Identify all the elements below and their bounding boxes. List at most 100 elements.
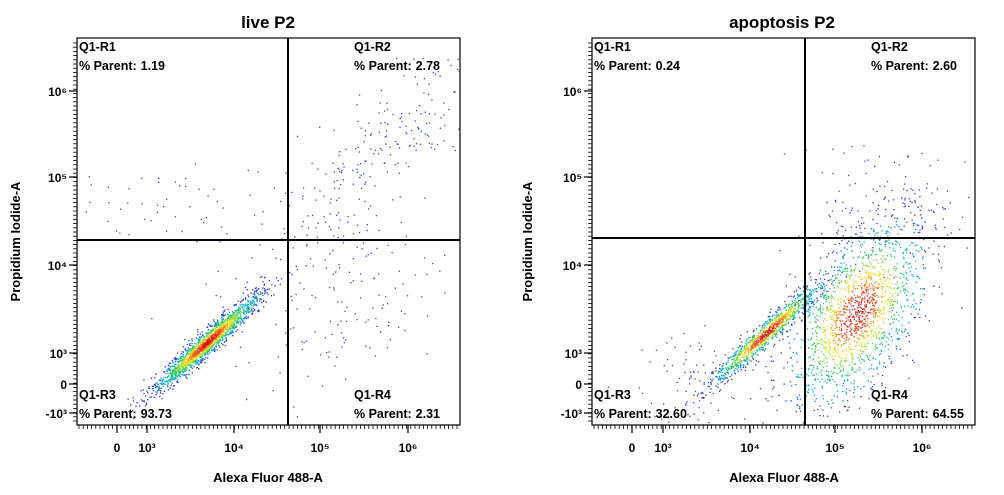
event-dot	[227, 326, 229, 328]
event-dot	[772, 327, 774, 329]
event-dot	[197, 351, 199, 353]
event-dot	[770, 320, 772, 322]
event-dot	[788, 309, 790, 312]
event-dot	[756, 341, 758, 343]
event-dot	[218, 328, 220, 330]
event-dot	[232, 313, 235, 315]
event-dot	[359, 297, 362, 299]
event-dot	[730, 365, 732, 367]
event-dot	[801, 307, 804, 310]
event-dot	[850, 313, 853, 315]
event-dot	[896, 224, 898, 226]
event-dot	[867, 317, 869, 320]
event-dot	[213, 336, 215, 338]
event-dot	[817, 319, 819, 321]
event-dot	[828, 345, 830, 347]
event-dot	[143, 392, 145, 395]
event-dot	[831, 295, 833, 298]
event-dot	[290, 295, 292, 298]
event-dot	[221, 327, 223, 329]
event-dot	[429, 122, 431, 124]
event-dot	[212, 337, 215, 340]
event-dot	[339, 151, 341, 153]
quadrant-stat-label: % Parent:	[79, 59, 137, 73]
event-dot	[768, 328, 771, 331]
event-dot	[760, 346, 762, 349]
event-dot	[843, 353, 845, 355]
event-dot	[285, 310, 287, 312]
quadrant-annotation-q1-r4: Q1-R4% Parent: 2.31	[354, 388, 440, 421]
event-dot	[141, 203, 143, 205]
event-dot	[237, 311, 239, 314]
event-dot	[860, 301, 862, 303]
event-dot	[855, 311, 857, 313]
event-dot	[200, 336, 203, 338]
event-dot	[217, 336, 220, 338]
event-dot	[147, 399, 149, 401]
event-dot	[196, 349, 198, 351]
event-dot	[830, 305, 832, 307]
event-dot	[207, 340, 209, 342]
event-dot	[742, 364, 744, 366]
chart-title: apoptosis P2	[729, 13, 835, 32]
event-dot	[753, 329, 755, 331]
event-dot	[302, 187, 305, 189]
event-dot	[876, 259, 878, 261]
event-dot	[188, 350, 190, 352]
event-dot	[180, 360, 182, 362]
event-dot	[247, 306, 250, 308]
event-dot	[697, 393, 699, 395]
event-dot	[861, 324, 864, 326]
event-dot	[814, 316, 816, 318]
event-dot	[898, 337, 901, 340]
event-dot	[182, 364, 184, 366]
event-dot	[818, 272, 821, 274]
event-dot	[204, 361, 206, 364]
event-dot	[850, 273, 852, 275]
event-dot	[739, 338, 741, 340]
event-dot	[819, 415, 821, 417]
event-dot	[352, 258, 354, 260]
event-dot	[239, 304, 241, 306]
event-dot	[177, 381, 179, 383]
event-dot	[897, 233, 900, 235]
event-dot	[385, 135, 387, 137]
event-dot	[218, 335, 220, 337]
event-dot	[727, 368, 730, 370]
event-dot	[148, 388, 150, 390]
event-dot	[793, 312, 796, 314]
event-dot	[183, 362, 185, 364]
event-dot	[852, 315, 854, 317]
event-dot	[215, 325, 217, 328]
event-dot	[898, 293, 900, 295]
event-dot	[895, 345, 897, 347]
event-dot	[809, 339, 812, 341]
event-dot	[882, 343, 884, 346]
event-dot	[233, 311, 235, 314]
event-dot	[838, 338, 840, 340]
event-dot	[262, 281, 264, 283]
event-dot	[227, 329, 229, 331]
event-dot	[726, 371, 728, 374]
event-dot	[917, 232, 919, 234]
event-dot	[845, 317, 847, 319]
event-dot	[204, 350, 206, 352]
event-dot	[731, 366, 733, 368]
event-dot	[837, 334, 840, 336]
event-dot	[145, 403, 148, 405]
event-dot	[708, 385, 711, 388]
event-dot	[882, 332, 885, 334]
event-dot	[716, 376, 718, 378]
event-dot	[841, 336, 843, 338]
event-dot	[830, 297, 832, 299]
event-dot	[207, 338, 209, 340]
event-dot	[739, 360, 741, 362]
event-dot	[202, 348, 204, 350]
event-dot	[428, 135, 430, 137]
event-dot	[773, 328, 775, 330]
event-dot	[720, 381, 722, 384]
event-dot	[889, 274, 891, 277]
event-dot	[833, 287, 835, 289]
event-dot	[842, 268, 844, 270]
event-dot	[810, 294, 812, 296]
